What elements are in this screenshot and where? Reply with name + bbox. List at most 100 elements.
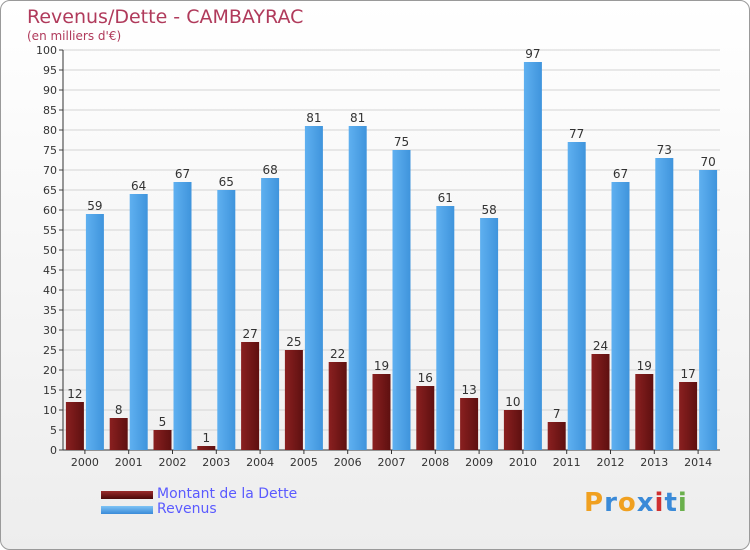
y-tick-label: 100 xyxy=(36,44,57,57)
x-tick-label-2003: 2003 xyxy=(202,456,230,469)
bar-revenue-2008 xyxy=(436,206,455,450)
y-tick-label: 80 xyxy=(43,124,57,137)
y-tick-label: 30 xyxy=(43,324,57,337)
x-tick-label-2002: 2002 xyxy=(159,456,187,469)
legend-swatch-debt xyxy=(101,491,153,499)
y-tick-label: 95 xyxy=(43,64,57,77)
x-tick-label-2010: 2010 xyxy=(509,456,537,469)
bar-revenue-2012 xyxy=(611,182,630,450)
logo-letter: i xyxy=(677,488,688,518)
bar-revenue-2004 xyxy=(261,178,280,450)
y-tick-label: 0 xyxy=(50,444,57,457)
y-tick-label: 90 xyxy=(43,84,57,97)
y-tick-label: 70 xyxy=(43,164,57,177)
logo-letter: i xyxy=(654,488,665,518)
bar-revenue-2014 xyxy=(699,170,718,450)
data-label-debt-2009: 13 xyxy=(461,383,476,397)
data-label-debt-2012: 24 xyxy=(593,339,608,353)
data-label-revenue-2006: 81 xyxy=(350,111,365,125)
logo-letter: x xyxy=(636,488,655,518)
bar-debt-2003 xyxy=(197,446,216,450)
legend-label-revenue: Revenus xyxy=(157,501,217,517)
data-label-debt-2002: 5 xyxy=(159,415,167,429)
bar-revenue-2013 xyxy=(655,158,674,450)
data-label-debt-2011: 7 xyxy=(553,407,561,421)
bar-revenue-2002 xyxy=(173,182,192,450)
bar-revenue-2010 xyxy=(523,62,542,450)
legend-swatch-revenue xyxy=(101,506,153,514)
bar-debt-2000 xyxy=(65,402,84,450)
bar-revenue-2001 xyxy=(129,194,148,450)
data-label-revenue-2008: 61 xyxy=(438,191,453,205)
y-tick-label: 60 xyxy=(43,204,57,217)
x-tick-label-2000: 2000 xyxy=(71,456,99,469)
bar-debt-2008 xyxy=(416,386,435,450)
data-label-revenue-2001: 64 xyxy=(131,179,146,193)
data-label-revenue-2012: 67 xyxy=(613,167,628,181)
data-label-revenue-2005: 81 xyxy=(306,111,321,125)
x-tick-label-2005: 2005 xyxy=(290,456,318,469)
x-tick-label-2008: 2008 xyxy=(421,456,449,469)
y-tick-label: 35 xyxy=(43,304,57,317)
x-tick-label-2001: 2001 xyxy=(115,456,143,469)
y-tick-label: 40 xyxy=(43,284,57,297)
bar-debt-2002 xyxy=(153,430,172,450)
data-label-debt-2014: 17 xyxy=(680,367,695,381)
data-label-debt-2001: 8 xyxy=(115,403,123,417)
bar-debt-2001 xyxy=(109,418,128,450)
data-label-revenue-2004: 68 xyxy=(262,163,277,177)
bar-revenue-2007 xyxy=(392,150,411,450)
data-label-revenue-2010: 97 xyxy=(525,47,540,61)
data-label-revenue-2002: 67 xyxy=(175,167,190,181)
data-label-debt-2013: 19 xyxy=(637,359,652,373)
bar-debt-2006 xyxy=(328,362,347,450)
data-label-revenue-2000: 59 xyxy=(87,199,102,213)
bar-revenue-2003 xyxy=(217,190,236,450)
logo-letter: P xyxy=(584,488,605,518)
y-tick-label: 55 xyxy=(43,224,57,237)
data-label-debt-2003: 1 xyxy=(202,431,210,445)
x-tick-label-2012: 2012 xyxy=(597,456,625,469)
y-tick-label: 25 xyxy=(43,344,57,357)
chart-subtitle: (en milliers d'€) xyxy=(27,29,122,43)
y-tick-label: 85 xyxy=(43,104,57,117)
bar-debt-2011 xyxy=(547,422,566,450)
logo-letter: o xyxy=(617,488,637,518)
data-label-revenue-2007: 75 xyxy=(394,135,409,149)
y-tick-label: 5 xyxy=(50,424,57,437)
bar-debt-2010 xyxy=(503,410,522,450)
data-label-revenue-2009: 58 xyxy=(481,203,496,217)
x-tick-label-2014: 2014 xyxy=(684,456,712,469)
data-label-debt-2004: 27 xyxy=(242,327,257,341)
y-tick-label: 45 xyxy=(43,264,57,277)
bar-debt-2014 xyxy=(679,382,698,450)
y-tick-label: 50 xyxy=(43,244,57,257)
bar-debt-2005 xyxy=(284,350,303,450)
data-label-debt-2000: 12 xyxy=(67,387,82,401)
chart-title: Revenus/Dette - CAMBAYRAC xyxy=(27,6,304,28)
bar-revenue-2009 xyxy=(480,218,499,450)
data-label-debt-2006: 22 xyxy=(330,347,345,361)
logo-letter: r xyxy=(604,488,618,518)
data-label-revenue-2011: 77 xyxy=(569,127,584,141)
data-label-revenue-2014: 70 xyxy=(700,155,715,169)
y-tick-label: 65 xyxy=(43,184,57,197)
legend-label-debt: Montant de la Dette xyxy=(157,486,298,502)
bar-debt-2013 xyxy=(635,374,654,450)
x-tick-label-2013: 2013 xyxy=(640,456,668,469)
x-tick-label-2011: 2011 xyxy=(553,456,581,469)
x-tick-label-2009: 2009 xyxy=(465,456,493,469)
x-tick-label-2007: 2007 xyxy=(378,456,406,469)
bar-revenue-2011 xyxy=(567,142,586,450)
bar-debt-2004 xyxy=(241,342,260,450)
bar-debt-2009 xyxy=(460,398,479,450)
y-tick-label: 20 xyxy=(43,364,57,377)
y-tick-label: 75 xyxy=(43,144,57,157)
data-label-debt-2010: 10 xyxy=(505,395,520,409)
data-label-revenue-2013: 73 xyxy=(657,143,672,157)
data-label-debt-2007: 19 xyxy=(374,359,389,373)
data-label-revenue-2003: 65 xyxy=(219,175,234,189)
x-tick-label-2004: 2004 xyxy=(246,456,274,469)
